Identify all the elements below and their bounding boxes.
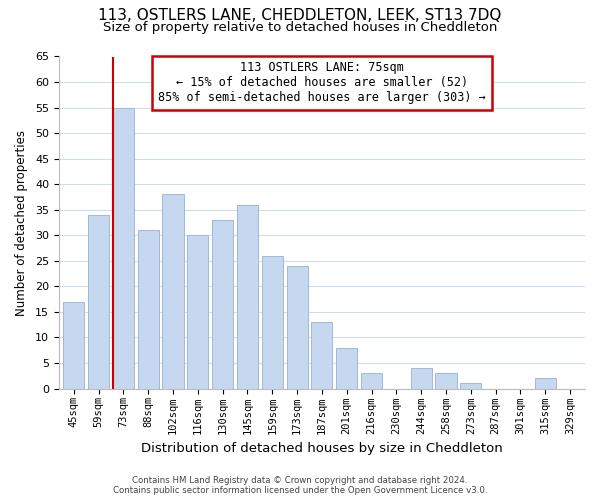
Y-axis label: Number of detached properties: Number of detached properties: [15, 130, 28, 316]
Bar: [311, 322, 332, 388]
Bar: [237, 204, 258, 388]
Text: Size of property relative to detached houses in Cheddleton: Size of property relative to detached ho…: [103, 21, 497, 34]
Text: Contains HM Land Registry data © Crown copyright and database right 2024.
Contai: Contains HM Land Registry data © Crown c…: [113, 476, 487, 495]
Bar: [212, 220, 233, 388]
Bar: [262, 256, 283, 388]
Bar: [187, 236, 208, 388]
Bar: [113, 108, 134, 388]
Bar: [88, 215, 109, 388]
Bar: [361, 373, 382, 388]
Bar: [336, 348, 357, 389]
Text: 113 OSTLERS LANE: 75sqm
← 15% of detached houses are smaller (52)
85% of semi-de: 113 OSTLERS LANE: 75sqm ← 15% of detache…: [158, 62, 486, 104]
Text: 113, OSTLERS LANE, CHEDDLETON, LEEK, ST13 7DQ: 113, OSTLERS LANE, CHEDDLETON, LEEK, ST1…: [98, 8, 502, 22]
X-axis label: Distribution of detached houses by size in Cheddleton: Distribution of detached houses by size …: [141, 442, 503, 455]
Bar: [163, 194, 184, 388]
Bar: [436, 373, 457, 388]
Bar: [287, 266, 308, 388]
Bar: [410, 368, 432, 388]
Bar: [535, 378, 556, 388]
Bar: [460, 384, 481, 388]
Bar: [63, 302, 84, 388]
Bar: [137, 230, 158, 388]
